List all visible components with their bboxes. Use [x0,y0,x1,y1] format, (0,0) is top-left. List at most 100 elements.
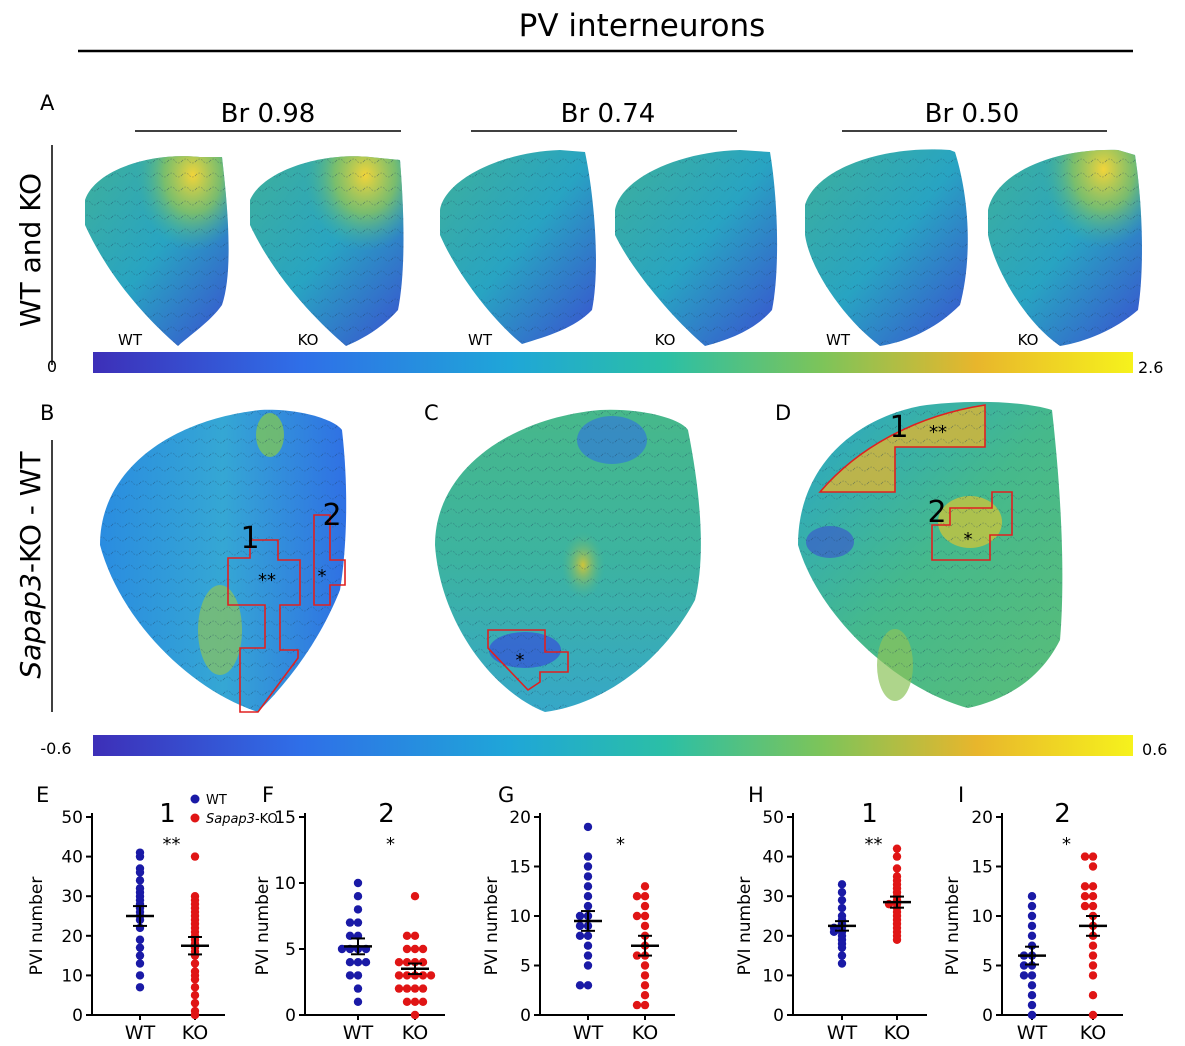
data-point-i-ko-12 [1088,941,1098,950]
data-point-g-wt-5 [583,892,593,901]
x-tick-label-e-1: KO [182,1022,208,1044]
data-point-e-wt-17 [135,951,145,960]
x-tick-label-g-1: KO [632,1022,658,1044]
data-point-h-ko-2 [892,864,902,873]
scatter-panel-g: 0 5 10 15 20 PVI number WT KO * [482,808,675,1044]
data-point-f-ko-9 [394,958,404,967]
data-point-i-wt-0 [1027,892,1037,901]
data-point-g-wt-2 [583,862,593,871]
data-point-h-wt-10 [829,927,839,937]
data-point-h-ko-20 [892,935,902,944]
y-tick-label-i-4: 20 [971,808,993,828]
data-point-f-wt-1 [353,892,363,901]
data-point-h-wt-0 [837,880,847,889]
row-label-b: Sapap3-KO - WT [14,451,47,679]
data-point-i-wt-13 [1027,991,1037,1000]
y-tick-label-h-3: 30 [762,887,784,907]
data-point-f-ko-20 [402,997,412,1006]
data-point-f-wt-12 [345,958,355,967]
map-label-wt-074: WT [468,331,493,349]
legend-ko-marker [190,813,200,823]
data-point-f-ko-18 [394,984,404,993]
region-d-1-number: 1 [889,410,908,445]
y-tick-label-h-0: 0 [773,1006,784,1026]
data-point-i-wt-9 [1019,961,1029,970]
data-point-g-wt-10 [575,921,585,931]
data-point-e-ko-23 [190,998,200,1008]
map-label-ko-074: KO [655,331,676,349]
map-b [100,409,347,713]
data-point-h-wt-3 [837,903,847,913]
data-point-f-ko-17 [418,984,428,993]
data-point-f-wt-13 [361,958,371,967]
x-tick-label-f-0: WT [343,1022,374,1044]
y-tick-label-g-0: 0 [520,1006,531,1026]
region-number-f: 2 [378,799,395,829]
data-point-e-ko-21 [190,983,200,992]
y-tick-label-f-3: 15 [274,808,296,828]
row-label-b-rest: -KO - WT [14,451,47,574]
data-point-h-ko-0 [892,844,902,853]
data-point-e-ko-22 [190,991,200,1000]
data-point-h-wt-2 [837,895,847,905]
data-point-i-wt-2 [1027,911,1037,921]
scatter-panel-i: 0 5 10 15 20 PVI number WT KO 2 * [943,799,1123,1044]
data-point-g-wt-12 [575,931,585,940]
data-point-f-ko-3 [410,944,420,954]
data-point-i-ko-0 [1088,852,1098,861]
data-point-h-wt-1 [837,888,847,897]
data-point-e-wt-20 [135,983,145,992]
data-point-f-wt-11 [353,958,363,967]
panel-letter-c: C [424,401,439,425]
data-point-i-ko-13 [1088,951,1098,960]
map-label-ko-050: KO [1018,331,1039,349]
row-label-b-gene: Sapap3 [14,573,47,678]
legend-ko-label: Sapap3-KO [206,812,278,827]
data-point-h-wt-16 [837,959,847,968]
map-ko-050 [988,149,1142,346]
data-point-i-ko-7 [1088,901,1098,911]
data-point-f-ko-2 [402,931,412,940]
data-point-e-wt-3 [135,868,145,877]
panel-letter-d: D [775,401,791,425]
colorbar-bottom [93,735,1133,756]
panel-letter-b: B [40,401,54,425]
figure-title: PV interneurons [519,8,766,44]
region-d-2-stars: * [964,529,973,550]
significance-f: * [386,834,395,855]
data-point-i-wt-12 [1027,981,1037,990]
y-axis-label-h: PVI number [735,877,755,976]
colorbar-top-max: 2.6 [1138,358,1163,377]
data-point-f-ko-11 [402,971,412,980]
data-point-i-ko-3 [1088,882,1098,891]
scatter-panel-h: 0 10 20 30 40 50 PVI number WT KO 1 ** [735,799,927,1044]
data-point-f-ko-4 [402,944,412,954]
significance-h: ** [865,834,883,855]
data-point-f-wt-3 [353,918,363,927]
row-label-a: WT and KO [14,173,47,327]
data-point-f-ko-7 [402,958,412,967]
data-point-h-wt-15 [837,951,847,960]
data-point-i-wt-11 [1019,971,1029,980]
region-d-2-number: 2 [927,495,946,530]
legend-wt-marker [190,794,200,804]
y-tick-label-h-1: 10 [762,966,784,986]
data-point-e-ko-25 [190,1010,200,1020]
data-point-f-ko-19 [410,997,420,1006]
map-label-wt-050: WT [826,331,851,349]
data-point-i-wt-1 [1027,901,1037,911]
legend-ko-gene: Sapap3 [206,812,255,827]
map-label-wt-098: WT [118,331,143,349]
data-point-g-wt-4 [583,882,593,891]
map-ko-098 [250,156,404,346]
brain-level-2: Br 0.74 [561,99,656,129]
data-point-f-wt-17 [353,997,363,1006]
data-point-g-wt-1 [583,852,593,861]
data-point-g-ko-16 [632,1000,642,1010]
data-point-i-ko-1 [1080,852,1090,861]
data-point-g-wt-0 [583,822,593,832]
region-b-1-stars: ** [258,570,276,591]
x-tick-label-i-0: WT [1017,1022,1048,1044]
map-wt-074 [440,150,596,344]
